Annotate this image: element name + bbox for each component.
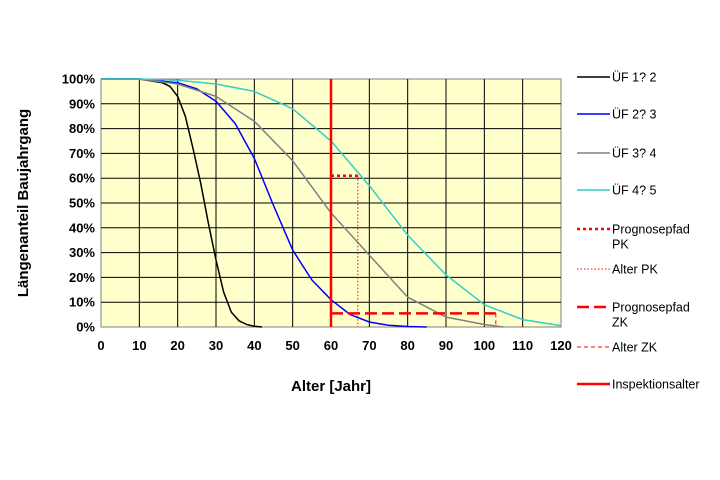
x-tick-label: 30 [209,338,223,353]
y-tick-label: 50% [69,196,95,211]
x-tick-label: 10 [132,338,146,353]
x-tick-label: 80 [400,338,414,353]
y-tick-label: 70% [69,146,95,161]
x-tick-label: 50 [285,338,299,353]
legend-label: ZK [612,316,629,330]
x-tick-label: 60 [324,338,338,353]
x-axis-title: Alter [Jahr] [291,378,371,395]
tick-labels: 0% 10% 20% 30% 40% 50% 60% 70% 80% 90% 100% 0 10 20 30… [62,72,572,354]
series-layer [101,78,562,328]
y-tick-label: 20% [69,270,95,285]
y-tick-label: 90% [69,96,95,111]
legend-label: Inspektionsalter [612,378,700,392]
legend-label: ÜF 1? 2 [612,71,657,85]
series-line-1 [101,78,263,328]
x-tick-label: 90 [439,338,453,353]
grid [101,79,561,327]
x-tick-label: 70 [362,338,376,353]
series-line-3 [101,78,504,328]
legend-label: Alter ZK [612,341,658,355]
y-tick-label: 80% [69,121,95,136]
x-tick-label: 120 [550,338,572,353]
x-tick-label: 0 [97,338,104,353]
y-tick-label: 100% [62,72,96,87]
x-tick-label: 40 [247,338,261,353]
legend-label: PK [612,238,629,252]
legend-label: ÜF 2? 3 [612,108,657,122]
legend-label: ÜF 3? 4 [612,147,657,161]
y-tick-label: 30% [69,245,95,260]
legend: ÜF 1? 2 ÜF 2? 3 ÜF 3? 4 ÜF 4? 5 Prognosepfad… [577,71,700,392]
y-axis-title: Längenanteil Baujahrgang [15,109,32,297]
legend-label: Prognosepfad [612,301,690,315]
legend-label: Alter PK [612,263,659,277]
legend-label: ÜF 4? 5 [612,184,657,198]
y-tick-label: 40% [69,220,95,235]
y-tick-label: 0% [76,320,95,335]
y-tick-label: 10% [69,295,95,310]
x-tick-label: 110 [512,338,533,353]
y-tick-label: 60% [69,171,95,186]
annotation-layer [329,79,497,327]
x-tick-label: 100 [473,338,495,353]
legend-label: Prognosepfad [612,223,690,237]
series-line-2 [101,78,427,328]
x-tick-label: 20 [170,338,184,353]
